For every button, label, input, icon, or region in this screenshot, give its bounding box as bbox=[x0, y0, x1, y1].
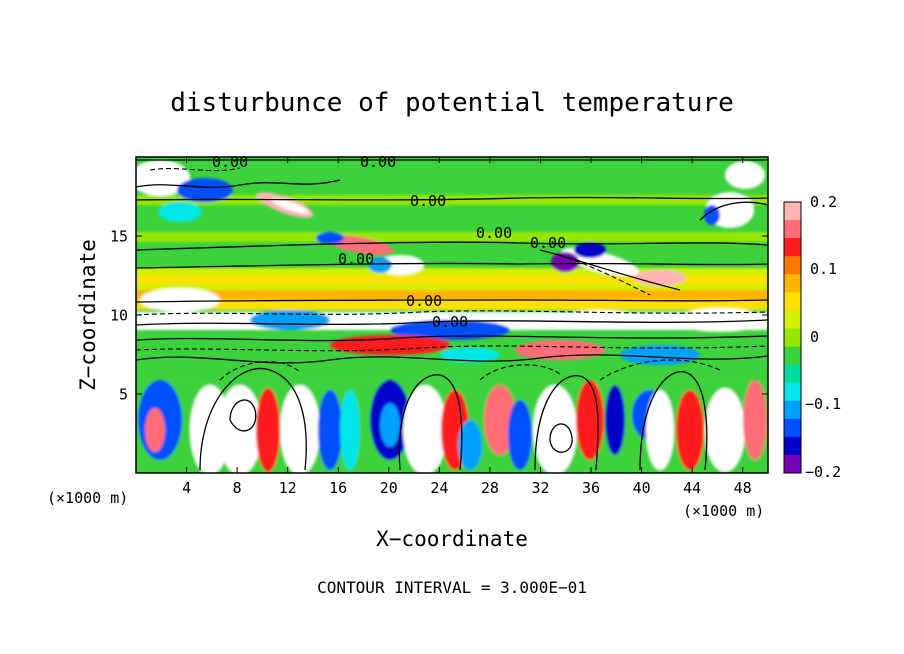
x-tick-labels: 4 8 12 16 20 24 28 32 36 40 44 48 bbox=[182, 479, 752, 497]
contour-label: 0.00 bbox=[530, 234, 566, 252]
axis-ticks bbox=[136, 157, 768, 473]
colorbar-swatch bbox=[784, 220, 801, 239]
colorbar-swatch bbox=[784, 364, 801, 384]
x-tick-label: 12 bbox=[279, 479, 297, 497]
colorbar-tick-label: −0.1 bbox=[805, 395, 841, 413]
colorbar-frame bbox=[783, 201, 802, 474]
y-tick-labels: 5 10 15 bbox=[110, 228, 128, 404]
colorbar-swatch bbox=[784, 274, 801, 293]
y-tick-label: 10 bbox=[110, 307, 128, 325]
contour-lines-dashed bbox=[136, 167, 768, 381]
x-tick-label: 16 bbox=[329, 479, 347, 497]
colorbar-swatch bbox=[784, 418, 801, 438]
x-tick-label: 28 bbox=[481, 479, 499, 497]
x-unit-left: (×1000 m) bbox=[47, 489, 128, 507]
plot-area: 0.00 0.00 0.00 0.00 0.00 0.00 0.00 0.00 bbox=[135, 153, 769, 474]
y-axis-label: Z−coordinate bbox=[76, 239, 100, 391]
x-tick-label: 20 bbox=[380, 479, 398, 497]
colorbar-swatches bbox=[784, 202, 801, 474]
colorbar-swatch bbox=[784, 202, 801, 221]
colorbar-swatch bbox=[784, 436, 801, 456]
colorbar-tick-label: 0.2 bbox=[810, 193, 837, 211]
contour-lines bbox=[136, 159, 768, 471]
x-tick-label: 8 bbox=[233, 479, 242, 497]
heatmap-field bbox=[136, 157, 768, 473]
contour-label: 0.00 bbox=[212, 153, 248, 171]
x-tick-label: 24 bbox=[430, 479, 448, 497]
colorbar-swatch bbox=[784, 310, 801, 329]
contour-label: 0.00 bbox=[338, 250, 374, 268]
x-tick-label: 36 bbox=[582, 479, 600, 497]
colorbar-tick-label: 0 bbox=[810, 328, 819, 346]
contour-label: 0.00 bbox=[476, 224, 512, 242]
x-tick-label: 40 bbox=[633, 479, 651, 497]
x-tick-label: 48 bbox=[734, 479, 752, 497]
colorbar-swatch bbox=[784, 346, 801, 366]
x-tick-label: 4 bbox=[182, 479, 191, 497]
y-tick-label: 5 bbox=[119, 386, 128, 404]
contour-label: 0.00 bbox=[410, 192, 446, 210]
contour-interval-note: CONTOUR INTERVAL = 3.000E−01 bbox=[317, 578, 587, 597]
contour-label: 0.00 bbox=[432, 313, 468, 331]
contour-label: 0.00 bbox=[360, 153, 396, 171]
x-unit-right: (×1000 m) bbox=[683, 502, 764, 520]
colorbar-swatch bbox=[784, 328, 801, 348]
colorbar-labels: 0.2 0.1 0 −0.1 −0.2 bbox=[805, 193, 841, 481]
colorbar: 0.2 0.1 0 −0.1 −0.2 bbox=[783, 193, 841, 481]
colorbar-tick-label: 0.1 bbox=[810, 260, 837, 278]
colorbar-swatch bbox=[784, 454, 801, 474]
colorbar-tick-label: −0.2 bbox=[805, 463, 841, 481]
colorbar-swatch bbox=[784, 382, 801, 402]
x-tick-label: 32 bbox=[531, 479, 549, 497]
colorbar-swatch bbox=[784, 238, 801, 257]
colorbar-swatch bbox=[784, 400, 801, 420]
x-tick-label: 44 bbox=[683, 479, 701, 497]
colorbar-swatch bbox=[784, 256, 801, 275]
contour-label: 0.00 bbox=[406, 292, 442, 310]
x-axis-label: X−coordinate bbox=[376, 527, 528, 551]
y-tick-label: 15 bbox=[110, 228, 128, 246]
colorbar-swatch bbox=[784, 292, 801, 311]
chart-title: disturbunce of potential temperature bbox=[170, 88, 734, 118]
